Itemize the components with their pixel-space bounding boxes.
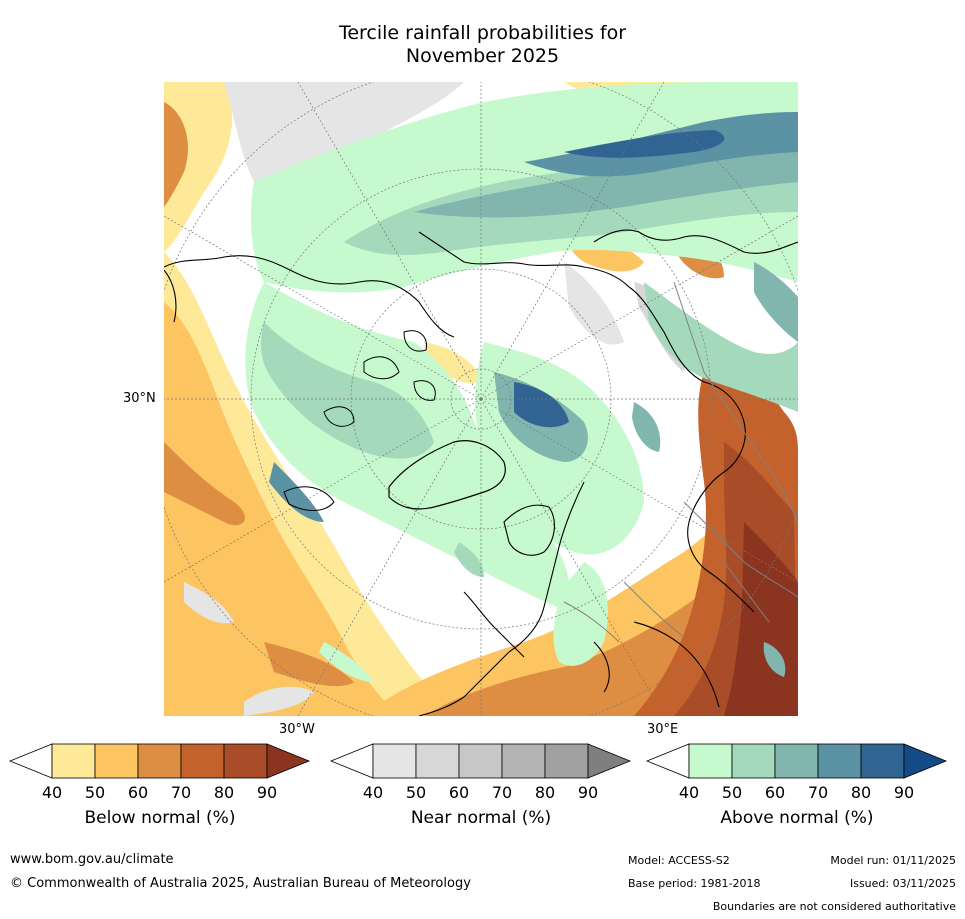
near-tick-70: 70	[491, 783, 513, 802]
near-tick-60: 60	[448, 783, 470, 802]
near-tick-40: 40	[362, 783, 384, 802]
below-tick-70: 70	[170, 783, 192, 802]
below-swatch-40	[51, 743, 96, 779]
above-swatch-50	[731, 743, 776, 779]
colorbar-near-ticks: 40 50 60 70 80 90	[329, 783, 633, 803]
below-tick-40: 40	[41, 783, 63, 802]
canadian-archipelago	[283, 330, 436, 511]
copyright: © Commonwealth of Australia 2025, Austra…	[10, 876, 471, 891]
title-line-2: November 2025	[405, 45, 560, 67]
boundaries-disclaimer: Boundaries are not considered authoritat…	[712, 900, 956, 913]
below-swatch-80	[223, 743, 268, 779]
colorbar-above	[645, 743, 948, 779]
polar-rainfall-map	[164, 82, 798, 716]
colorbar-above-swatches	[645, 743, 948, 779]
model-name: Model: ACCESS-S2	[628, 854, 730, 867]
near-tick-50: 50	[405, 783, 427, 802]
above-tick-80: 80	[850, 783, 872, 802]
above-tick-60: 60	[764, 783, 786, 802]
bom-url: www.bom.gov.au/climate	[10, 852, 174, 867]
near-swatch-70	[501, 743, 546, 779]
below-tick-50: 50	[84, 783, 106, 802]
above-tick-50: 50	[721, 783, 743, 802]
lon-30w-label: 30°W	[279, 722, 315, 737]
below-tick-80: 80	[213, 783, 235, 802]
scandinavia-coast	[503, 504, 555, 556]
below-tick-60: 60	[127, 783, 149, 802]
colorbar-near-swatches	[329, 743, 632, 779]
colorbar-below-title: Below normal (%)	[84, 808, 236, 828]
above-tick-70: 70	[807, 783, 829, 802]
colorbar-near-title: Near normal (%)	[410, 808, 552, 828]
below-swatch-60	[137, 743, 182, 779]
colorbar-near	[329, 743, 632, 779]
below-swatch-low	[8, 743, 53, 779]
title-line-1: Tercile rainfall probabilities for	[338, 22, 627, 44]
lon-30e-label: 30°E	[647, 722, 679, 737]
near-swatch-high	[587, 743, 632, 779]
above-swatch-70	[817, 743, 862, 779]
coastlines	[164, 229, 798, 716]
above-tick-40: 40	[678, 783, 700, 802]
near-swatch-40	[372, 743, 417, 779]
below-swatch-50	[94, 743, 139, 779]
below-tick-90: 90	[256, 783, 278, 802]
colorbar-above-ticks: 40 50 60 70 80 90	[645, 783, 949, 803]
above-swatch-low	[645, 743, 690, 779]
above-swatch-high	[903, 743, 948, 779]
model-run: Model run: 01/11/2025	[830, 854, 956, 867]
near-swatch-60	[458, 743, 503, 779]
colorbar-above-title: Above normal (%)	[720, 808, 874, 828]
lat-30n-label: 30°N	[123, 391, 156, 406]
colorbar-below	[8, 743, 311, 779]
near-tick-80: 80	[534, 783, 556, 802]
issued-date: Issued: 03/11/2025	[849, 877, 956, 890]
country-borders	[563, 281, 798, 643]
above-swatch-40	[688, 743, 733, 779]
colorbar-below-ticks: 40 50 60 70 80 90	[8, 783, 312, 803]
near-tick-90: 90	[577, 783, 599, 802]
graticule	[164, 82, 798, 716]
base-period: Base period: 1981-2018	[628, 877, 761, 890]
near-swatch-80	[544, 743, 589, 779]
above-tick-90: 90	[893, 783, 915, 802]
above-swatch-60	[774, 743, 819, 779]
near-swatch-50	[415, 743, 460, 779]
chart-title: Tercile rainfall probabilities for Novem…	[0, 22, 965, 68]
above-swatch-80	[860, 743, 905, 779]
below-swatch-70	[180, 743, 225, 779]
colorbar-below-swatches	[8, 743, 311, 779]
greenland-coast	[388, 440, 506, 510]
near-swatch-low	[329, 743, 374, 779]
below-swatch-high	[266, 743, 311, 779]
